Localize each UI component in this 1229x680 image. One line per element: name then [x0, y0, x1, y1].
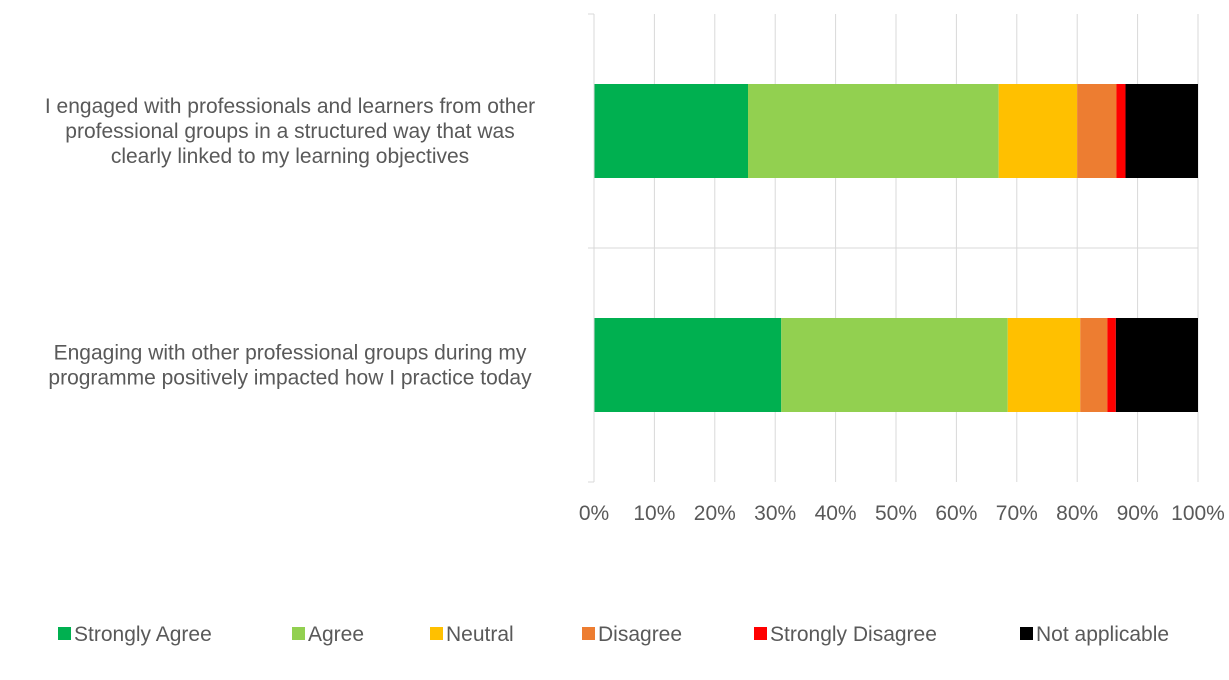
x-tick-label: 100%	[1171, 502, 1225, 525]
category-label-line: Engaging with other professional groups …	[54, 342, 527, 365]
x-tick-label: 80%	[1056, 502, 1098, 525]
bar-segment	[1077, 84, 1117, 178]
bar-segment	[781, 318, 1008, 412]
bars	[594, 84, 1198, 412]
legend-label: Disagree	[598, 623, 682, 646]
x-tick-label: 20%	[694, 502, 736, 525]
legend-label: Strongly Disagree	[770, 623, 937, 646]
legend-swatch	[58, 627, 71, 640]
bar-segment	[594, 318, 782, 412]
x-tick-label: 70%	[996, 502, 1038, 525]
x-tick-label: 90%	[1117, 502, 1159, 525]
x-tick-labels: 0% 10% 20% 30% 40% 50% 60% 70% 80% 90% 100%	[579, 502, 1225, 525]
legend-swatch	[430, 627, 443, 640]
bar-segment	[998, 84, 1078, 178]
x-tick-label: 30%	[754, 502, 796, 525]
legend-swatch	[754, 627, 767, 640]
category-label-line: professional groups in a structured way …	[65, 120, 514, 143]
legend-label: Neutral	[446, 623, 514, 646]
x-tick-label: 10%	[633, 502, 675, 525]
axes	[588, 13, 1198, 483]
x-tick-label: 50%	[875, 502, 917, 525]
bar-segment	[594, 84, 749, 178]
legend-swatch	[292, 627, 305, 640]
bar-segment	[1107, 318, 1116, 412]
category-label: Engaging with other professional groups …	[48, 342, 532, 390]
bar-segment	[748, 84, 999, 178]
legend: Strongly Agree Agree Neutral Disagree Strong…	[58, 623, 1169, 646]
bar-segment	[1125, 84, 1198, 178]
x-tick-label: 40%	[815, 502, 857, 525]
x-tick-label: 60%	[935, 502, 977, 525]
bar-segment	[1115, 318, 1198, 412]
legend-swatch	[582, 627, 595, 640]
legend-label: Strongly Agree	[74, 623, 212, 646]
legend-swatch	[1020, 627, 1033, 640]
bar-segment	[1007, 318, 1081, 412]
category-labels: I engaged with professionals and learner…	[45, 95, 535, 390]
bar-segment	[1080, 318, 1108, 412]
legend-label: Not applicable	[1036, 623, 1169, 646]
bar-segment	[1116, 84, 1126, 178]
x-tick-label: 0%	[579, 502, 609, 525]
category-label-line: clearly linked to my learning objectives	[111, 145, 469, 168]
legend-label: Agree	[308, 623, 364, 646]
category-label: I engaged with professionals and learner…	[45, 95, 535, 168]
category-label-line: programme positively impacted how I prac…	[48, 367, 532, 390]
category-label-line: I engaged with professionals and learner…	[45, 95, 535, 118]
